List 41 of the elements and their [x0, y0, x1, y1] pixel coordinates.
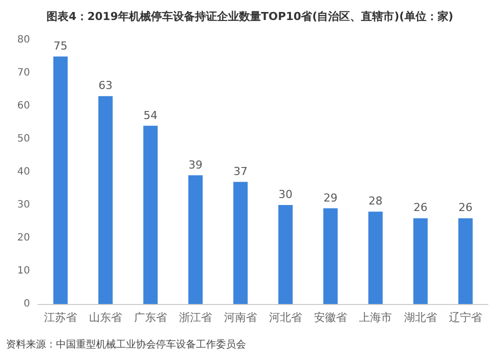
y-tick-label: 30 — [17, 200, 30, 210]
x-tick-label: 山东省 — [89, 311, 122, 324]
y-tick-label: 60 — [17, 100, 30, 112]
data-label: 29 — [324, 191, 338, 204]
x-tick-label: 湖北省 — [404, 311, 437, 324]
x-tick-label: 河北省 — [269, 311, 302, 324]
bar — [323, 208, 338, 304]
y-tick-label: 10 — [17, 266, 30, 276]
data-label: 75 — [54, 40, 68, 52]
y-tick-label: 70 — [17, 68, 30, 78]
x-tick-label: 安徽省 — [314, 311, 347, 324]
data-label: 26 — [458, 201, 472, 214]
data-label: 39 — [188, 158, 202, 172]
y-tick-label: 20 — [17, 232, 30, 244]
text: 资料来源：中国重型机械工业协会停车设备工作委员会 — [6, 338, 246, 350]
y-tick-label: 80 — [17, 34, 30, 46]
x-tick-label: 江苏省 — [44, 311, 77, 324]
data-label: 54 — [144, 108, 158, 122]
data-label: 37 — [234, 164, 248, 178]
x-tick-label: 广东省 — [134, 311, 167, 324]
y-tick-label: 50 — [17, 134, 30, 144]
bar — [413, 218, 428, 304]
bar — [188, 175, 203, 304]
bar — [458, 218, 473, 304]
data-label: 30 — [278, 188, 292, 201]
x-tick-label: 辽宁省 — [449, 311, 482, 324]
bar — [98, 96, 113, 304]
data-label: 63 — [98, 79, 112, 92]
y-tick-label: 0 — [24, 298, 30, 310]
x-tick-label: 上海市 — [359, 311, 392, 324]
x-tick-label: 河南省 — [224, 311, 257, 324]
bar — [143, 126, 158, 304]
data-label: 28 — [368, 194, 382, 208]
x-tick-label: 浙江省 — [179, 311, 212, 324]
bar — [233, 182, 248, 304]
bar — [53, 56, 68, 304]
y-tick-label: 40 — [17, 166, 30, 178]
chart-title: 图表4：2019年机械停车设备持证企业数量TOP10省(自治区、直辖市)(单位：家) — [46, 10, 454, 23]
bar — [278, 205, 293, 304]
data-label: 26 — [414, 201, 428, 214]
bar — [368, 212, 383, 304]
